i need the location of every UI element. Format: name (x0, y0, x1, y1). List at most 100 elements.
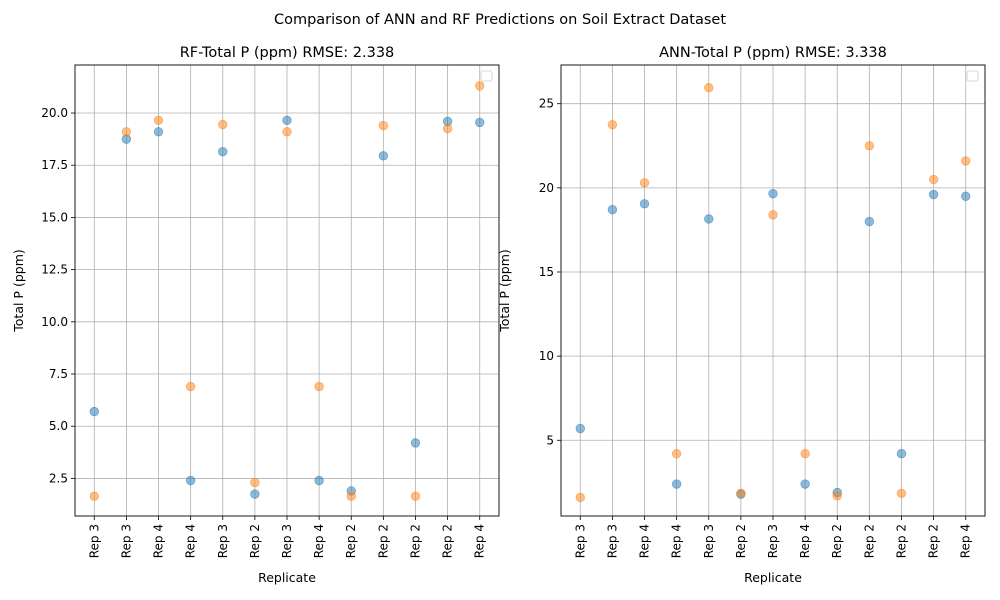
rf-xtick-label: Rep 2 (408, 524, 422, 558)
rf-series-a-point (153, 127, 164, 137)
rf-series-b-point (378, 120, 389, 131)
rf-ytick-label: 12.5 (41, 263, 68, 277)
rf-legend-box (480, 70, 493, 82)
ann-series-b-point (671, 449, 682, 459)
ann-xtick-label: Rep 2 (830, 524, 844, 558)
ann-xtick-label: Rep 4 (638, 524, 652, 558)
ann-xtick-label: Rep 3 (573, 524, 587, 558)
ann-series-b-point (736, 488, 746, 498)
ann-series-a-point (704, 214, 714, 224)
ann-xtick-label: Rep 2 (894, 524, 908, 558)
ann-x-axis-label: Replicate (744, 570, 802, 585)
ann-series-a-point (864, 216, 875, 227)
rf-series-b-point (282, 127, 292, 137)
ann-series-b-point (896, 488, 907, 498)
rf-series-b-point (314, 381, 324, 392)
ann-xtick-label: Rep 2 (734, 524, 748, 558)
ann-series-a-point (928, 189, 939, 200)
ann-series-a-point (607, 205, 618, 215)
rf-xtick-label: Rep 2 (441, 524, 455, 558)
figure-suptitle: Comparison of ANN and RF Predictions on … (274, 12, 726, 28)
rf-ytick-label: 15.0 (41, 210, 68, 224)
ann-series-a-point (768, 189, 778, 199)
rf-xtick-label: Rep 3 (119, 524, 133, 558)
ann-series-a-point (800, 479, 810, 489)
ann-xtick-label: Rep 4 (959, 524, 973, 558)
rf-ytick-label: 10.0 (41, 315, 68, 329)
ann-xtick-label: Rep 2 (927, 524, 941, 558)
ann-series-a-point (896, 449, 907, 459)
rf-scatter-panel: Rep 3 Rep 3 Rep 4 Rep 4 Rep 3 Rep 2 Rep 3 Rep 4… (11, 45, 500, 585)
rf-xtick-label: Rep 2 (248, 524, 262, 558)
rf-xtick-label: Rep 4 (152, 524, 166, 558)
ann-xtick-label: Rep 3 (766, 524, 780, 558)
rf-xtick-label: Rep 2 (376, 524, 390, 558)
ann-series-a-point (961, 191, 971, 201)
ann-ytick-label: 25 (539, 97, 554, 111)
rf-series-b-point (475, 81, 485, 91)
ann-series-b-point (800, 449, 810, 459)
rf-panel-title: RF-Total P (ppm) RMSE: 2.338 (180, 45, 395, 61)
ann-xtick-label: Rep 3 (605, 524, 619, 558)
ann-series-b-point (961, 156, 971, 166)
ann-series-b-point (864, 141, 875, 151)
ann-legend-box (966, 70, 979, 82)
rf-series-a-point (218, 146, 228, 157)
rf-series-a-point (475, 117, 485, 128)
rf-series-b-point (185, 381, 196, 392)
rf-series-a-point (185, 475, 196, 486)
ann-series-b-point (832, 491, 842, 501)
rf-ytick-label: 20.0 (41, 106, 68, 120)
rf-x-axis-label: Replicate (258, 570, 316, 585)
ann-xtick-label: Rep 4 (798, 524, 812, 558)
ann-xtick-label: Rep 2 (862, 524, 876, 558)
rf-ytick-label: 7.5 (49, 367, 68, 381)
ann-series-a-point (575, 423, 585, 434)
rf-series-b-point (153, 115, 164, 126)
ann-xtick-label: Rep 4 (670, 524, 684, 558)
ann-series-b-point (575, 492, 585, 503)
rf-series-a-point (378, 151, 389, 161)
rf-series-b-point (346, 491, 356, 501)
ann-series-b-point (928, 174, 939, 185)
rf-axes-frame (74, 64, 500, 517)
rf-series-a-point (282, 115, 292, 126)
rf-xtick-label: Rep 2 (344, 524, 358, 558)
ann-axes-frame (560, 64, 986, 517)
rf-xtick-label: Rep 3 (280, 524, 294, 558)
rf-series-b-point (121, 127, 132, 137)
ann-series-b-point (607, 120, 618, 130)
ann-ytick-label: 10 (539, 349, 554, 363)
rf-ytick-label: 17.5 (41, 158, 68, 172)
ann-series-b-point (704, 83, 714, 93)
rf-xtick-label: Rep 3 (216, 524, 230, 558)
rf-series-a-point (314, 475, 324, 486)
rf-series-a-point (410, 438, 421, 448)
ann-series-a-point (671, 479, 682, 489)
rf-series-b-point (250, 477, 260, 488)
ann-y-axis-label: Total P (ppm) (497, 249, 512, 332)
rf-series-b-point (89, 491, 99, 501)
rf-series-a-point (89, 406, 99, 417)
rf-xtick-label: Rep 3 (87, 524, 101, 558)
ann-panel-title: ANN-Total P (ppm) RMSE: 3.338 (659, 45, 887, 61)
rf-xtick-label: Rep 4 (184, 524, 198, 558)
ann-xtick-label: Rep 3 (702, 524, 716, 558)
ann-ytick-label: 20 (539, 181, 554, 195)
rf-y-axis-label: Total P (ppm) (11, 249, 26, 332)
rf-series-b-point (218, 119, 228, 130)
rf-xtick-label: Rep 4 (312, 524, 326, 558)
rf-series-b-point (442, 123, 453, 134)
rf-series-a-point (250, 489, 260, 499)
rf-series-b-point (410, 491, 421, 501)
ann-scatter-panel: Rep 3 Rep 3 Rep 4 Rep 4 Rep 3 Rep 2 Rep 3 Rep 4… (497, 45, 986, 585)
rf-ytick-label: 2.5 (49, 471, 68, 485)
ann-series-b-point (639, 178, 650, 188)
ann-series-a-point (639, 199, 650, 209)
ann-ytick-label: 5 (546, 433, 554, 447)
ann-ytick-label: 15 (539, 265, 554, 279)
ann-series-b-point (768, 210, 778, 220)
rf-xtick-label: Rep 4 (473, 524, 487, 558)
rf-ytick-label: 5.0 (49, 419, 68, 433)
